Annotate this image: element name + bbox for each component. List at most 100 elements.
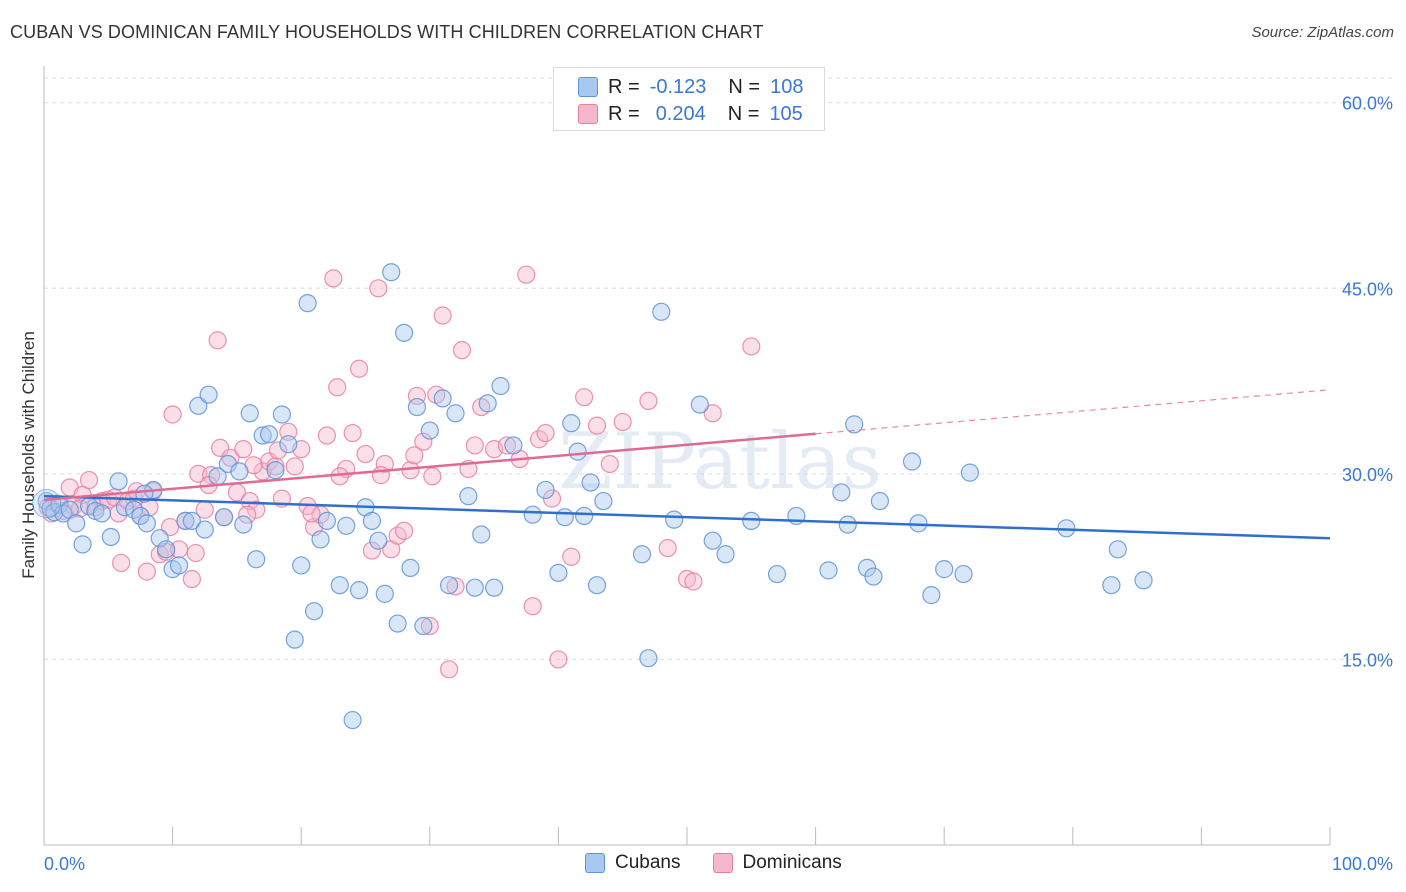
dominican-point xyxy=(452,341,472,360)
cuban-point xyxy=(819,561,838,580)
cuban-point xyxy=(960,463,980,482)
cuban-point xyxy=(478,394,497,413)
legend-label-dominicans: Dominicans xyxy=(742,852,842,873)
cuban-point xyxy=(446,404,465,423)
cuban-point xyxy=(369,531,388,550)
cuban-point xyxy=(459,487,478,506)
cuban-point xyxy=(902,452,922,471)
x-tick-label: 100.0% xyxy=(1332,854,1393,874)
dominican-point xyxy=(208,331,227,350)
cuban-point-cluster xyxy=(32,489,62,519)
cuban-point xyxy=(832,483,851,502)
cuban-point xyxy=(247,550,266,569)
cuban-point xyxy=(349,581,369,600)
legend-item-cubans[interactable]: Cubans xyxy=(585,852,681,874)
cuban-point xyxy=(330,576,349,595)
dominican-point xyxy=(163,405,182,424)
cuban-point xyxy=(234,515,253,534)
cuban-point xyxy=(240,404,259,423)
cuban-point xyxy=(109,472,128,491)
n-value: 105 xyxy=(769,102,803,125)
legend-row-cubans: R = -0.123 N = 108 xyxy=(578,74,803,100)
dominican-point xyxy=(112,553,131,573)
cuban-point xyxy=(491,376,510,396)
cuban-point xyxy=(549,563,568,582)
dominican-point xyxy=(394,521,414,540)
cuban-point xyxy=(285,630,304,649)
r-value: 0.204 xyxy=(655,102,706,125)
n-label: N = xyxy=(727,102,760,125)
cuban-point xyxy=(214,508,234,527)
n-label: N = xyxy=(728,75,761,98)
cuban-point xyxy=(767,564,787,584)
y-tick-label: 60.0% xyxy=(1342,94,1393,114)
data-points xyxy=(32,263,1153,730)
trend-line-cubans xyxy=(43,494,1331,540)
dominican-point xyxy=(182,569,201,589)
cuban-point xyxy=(742,511,761,530)
dominicans-swatch xyxy=(578,104,598,124)
cuban-point xyxy=(343,710,362,730)
cuban-point xyxy=(230,462,249,481)
dominican-point xyxy=(317,426,337,445)
legend-item-dominicans[interactable]: Dominicans xyxy=(712,852,842,874)
cuban-point xyxy=(253,426,272,445)
cuban-point xyxy=(195,520,214,539)
dominican-point xyxy=(587,416,607,435)
dominican-point xyxy=(268,441,288,460)
cuban-point xyxy=(1134,571,1153,590)
legend-label-cubans: Cubans xyxy=(615,852,681,873)
dominican-point xyxy=(186,543,205,563)
cuban-point xyxy=(189,396,208,415)
cuban-point xyxy=(73,535,92,554)
cuban-point xyxy=(362,511,382,530)
cuban-point xyxy=(439,576,459,595)
cuban-point xyxy=(504,436,523,455)
dominican-point xyxy=(137,562,156,581)
cuban-point xyxy=(575,506,594,526)
dominican-point xyxy=(356,444,375,464)
cuban-point xyxy=(845,415,864,434)
dominican-point xyxy=(328,378,347,397)
cuban-point xyxy=(182,511,201,530)
cuban-point xyxy=(176,511,195,530)
cuban-point xyxy=(665,510,684,529)
cuban-point xyxy=(652,302,671,321)
cuban-point xyxy=(67,514,86,533)
r-label: R = xyxy=(608,75,640,98)
grid-lines xyxy=(44,77,1394,660)
cuban-point xyxy=(716,545,735,564)
tick-labels: 15.0% 30.0% 45.0% 60.0% 0.0% 100.0% xyxy=(44,94,1393,874)
cuban-point xyxy=(568,442,587,461)
cuban-point xyxy=(523,505,542,524)
y-tick-label: 30.0% xyxy=(1342,465,1393,485)
cuban-point xyxy=(135,484,154,503)
dominican-point xyxy=(639,391,658,410)
dominican-point xyxy=(362,541,382,560)
dominican-point xyxy=(613,412,632,432)
dominican-point xyxy=(439,660,459,679)
dominican-point xyxy=(658,538,677,558)
dominican-point xyxy=(79,470,99,490)
dominican-point xyxy=(549,650,568,669)
dominican-point xyxy=(238,505,257,524)
cuban-point xyxy=(562,414,581,433)
cuban-point xyxy=(922,586,941,605)
cuban-point xyxy=(272,405,292,424)
cuban-point xyxy=(311,530,330,549)
cuban-point xyxy=(414,616,433,636)
dominican-point xyxy=(279,422,298,441)
cuban-point xyxy=(1102,576,1121,595)
dominican-point xyxy=(420,616,439,636)
dominican-point xyxy=(324,269,343,288)
cubans-swatch xyxy=(585,853,605,873)
cuban-point xyxy=(587,576,607,595)
cuban-point xyxy=(472,525,491,544)
cuban-point xyxy=(92,504,111,523)
cuban-point xyxy=(317,511,337,530)
dominican-point xyxy=(330,467,349,486)
cuban-point xyxy=(1108,540,1127,559)
r-value: -0.123 xyxy=(649,75,707,98)
cuban-point xyxy=(266,461,285,480)
